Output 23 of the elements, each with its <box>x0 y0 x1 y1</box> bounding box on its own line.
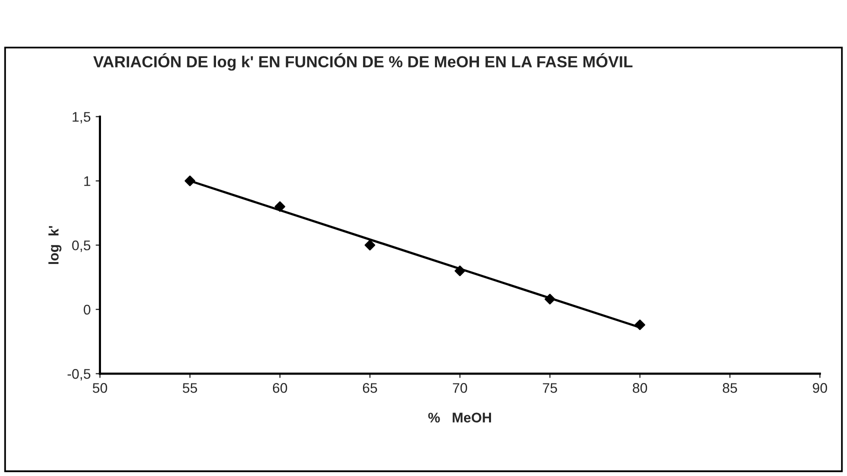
y-tick-label: 0,5 <box>72 240 90 252</box>
y-tick-label: 1,5 <box>72 112 90 124</box>
x-tick-label: 70 <box>452 383 468 393</box>
x-tick-label: 85 <box>722 383 738 393</box>
chart-title: VARIACIÓN DE log k' EN FUNCIÓN DE % DE MeOH EN LA FASE MÓVIL <box>93 53 632 71</box>
point <box>634 320 646 330</box>
point <box>274 201 286 212</box>
point <box>364 240 376 250</box>
point <box>454 266 466 276</box>
x-tick-label: 90 <box>812 383 828 393</box>
x-tick-label: 65 <box>362 383 378 393</box>
point <box>544 294 556 304</box>
x-tick-label: 55 <box>182 383 198 393</box>
y-axis-title: log k' <box>48 226 62 264</box>
x-axis-title: % MeOH <box>428 412 492 423</box>
x-tick-label: 50 <box>92 383 108 393</box>
y-tick-label: 0 <box>84 304 90 315</box>
point <box>184 176 196 186</box>
x-tick-label: 60 <box>272 383 288 393</box>
y-tick-label: -0,5 <box>68 368 90 380</box>
y-tick-label: 1 <box>84 176 90 186</box>
x-tick-label: 80 <box>632 383 648 393</box>
x-tick-label: 75 <box>542 383 558 393</box>
